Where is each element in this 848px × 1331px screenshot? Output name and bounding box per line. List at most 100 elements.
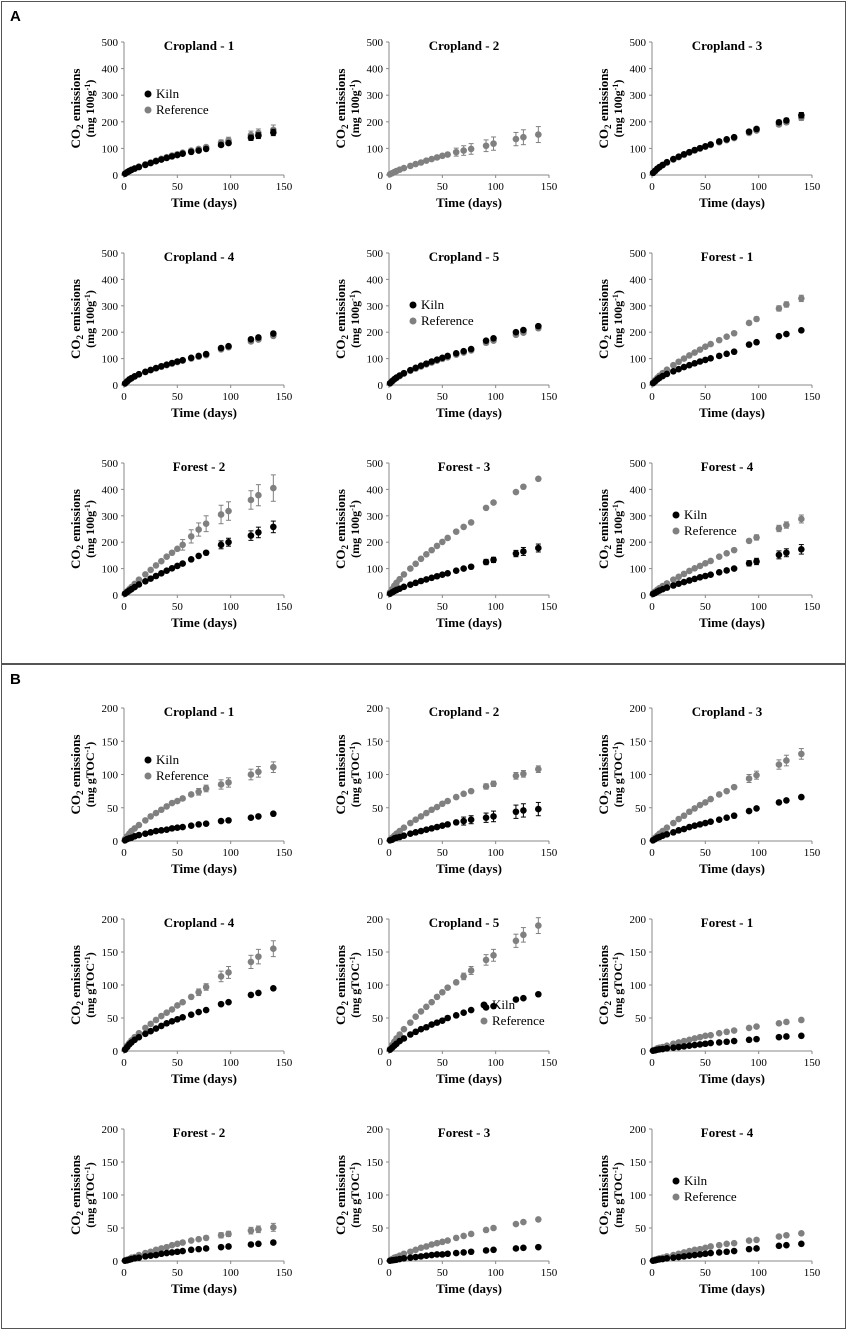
y-tick-label: 200 <box>630 117 647 129</box>
data-point <box>490 952 497 959</box>
y-tick-label: 0 <box>113 170 119 182</box>
x-tick-label: 100 <box>222 1267 239 1279</box>
data-point <box>270 810 277 818</box>
data-point <box>412 364 419 372</box>
data-point <box>202 520 210 528</box>
x-axis-title: Time (days) <box>699 861 765 876</box>
x-tick-label: 150 <box>804 391 821 403</box>
data-point <box>467 816 475 824</box>
x-axis-title: Time (days) <box>699 195 765 210</box>
data-point <box>680 363 688 371</box>
data-point <box>460 347 467 355</box>
data-point <box>696 1041 704 1048</box>
data-point <box>217 141 225 149</box>
data-point <box>412 816 419 824</box>
x-tick-label: 0 <box>649 1267 655 1279</box>
data-point <box>168 153 176 160</box>
data-point <box>270 985 277 992</box>
x-tick-label: 50 <box>172 1057 184 1069</box>
data-point <box>753 534 760 541</box>
x-tick-label: 50 <box>437 391 449 403</box>
data-point <box>142 1024 149 1032</box>
series-reference <box>386 917 542 1053</box>
data-point <box>707 557 714 565</box>
data-point <box>412 1253 419 1261</box>
data-point <box>675 358 682 366</box>
data-point <box>396 575 403 583</box>
x-tick-label: 100 <box>487 181 504 193</box>
data-point <box>696 562 704 570</box>
data-point <box>135 1254 143 1261</box>
x-tick-label: 100 <box>222 391 239 403</box>
chart-title: Cropland - 2 <box>429 704 500 719</box>
data-point <box>663 584 671 591</box>
data-point <box>247 496 255 504</box>
data-point <box>670 576 677 583</box>
legend-label: Kiln <box>684 507 708 522</box>
data-point <box>745 341 753 348</box>
data-point <box>730 812 738 820</box>
data-point <box>187 1246 195 1254</box>
data-point <box>702 1032 709 1040</box>
y-tick-label: 200 <box>367 537 384 549</box>
data-point <box>270 330 277 337</box>
data-point <box>255 132 262 139</box>
legend-marker <box>672 527 680 535</box>
y-tick-label: 300 <box>102 90 119 102</box>
data-point <box>400 571 408 578</box>
data-point <box>783 757 790 764</box>
chart-title: Forest - 1 <box>701 915 753 930</box>
data-point <box>696 1245 704 1253</box>
y-axis-title: CO2 emissions <box>596 279 613 359</box>
x-tick-label: 0 <box>386 391 392 403</box>
data-point <box>444 1014 451 1022</box>
data-point <box>423 826 430 833</box>
data-point <box>482 956 490 964</box>
data-point <box>745 128 753 135</box>
x-tick-label: 50 <box>172 181 184 193</box>
y-tick-label: 150 <box>630 947 647 959</box>
data-point <box>187 556 195 563</box>
chart-title: Cropland - 1 <box>164 38 235 53</box>
data-point <box>247 336 255 343</box>
x-tick-label: 50 <box>700 391 712 403</box>
data-point <box>707 340 714 348</box>
y-axis-title: CO2 emissions <box>333 279 350 359</box>
y-tick-label: 0 <box>378 836 384 848</box>
y-axis-unit: (mg gTOC-1) <box>83 952 97 1017</box>
data-point <box>691 1246 698 1254</box>
legend-marker <box>480 1001 488 1009</box>
legend-label: Kiln <box>156 752 180 767</box>
x-tick-label: 50 <box>700 181 712 193</box>
y-axis-unit: (mg 100g-1) <box>83 80 97 138</box>
data-point <box>217 781 225 788</box>
data-point <box>482 783 490 790</box>
data-point <box>663 1255 671 1262</box>
x-tick-label: 150 <box>276 181 293 193</box>
data-point <box>187 993 195 1001</box>
data-point <box>195 988 202 996</box>
y-tick-label: 300 <box>102 511 119 523</box>
data-point <box>147 1020 154 1028</box>
data-point <box>179 1247 186 1255</box>
data-point <box>663 1045 671 1052</box>
x-tick-label: 0 <box>121 1057 127 1069</box>
y-tick-label: 200 <box>102 703 119 715</box>
series-kiln <box>121 330 277 387</box>
data-point <box>753 1245 760 1252</box>
data-point <box>400 1025 408 1033</box>
data-point <box>147 566 154 574</box>
y-tick-label: 0 <box>378 1046 384 1058</box>
data-point <box>675 573 682 581</box>
data-point <box>217 344 225 352</box>
legend-label: Reference <box>156 102 209 117</box>
data-point <box>217 817 225 825</box>
data-point <box>255 1226 262 1233</box>
data-point <box>433 993 441 1001</box>
data-point <box>142 571 149 578</box>
data-point <box>444 534 451 542</box>
x-tick-label: 150 <box>276 847 293 859</box>
series-reference <box>649 748 805 843</box>
data-point <box>715 336 723 344</box>
